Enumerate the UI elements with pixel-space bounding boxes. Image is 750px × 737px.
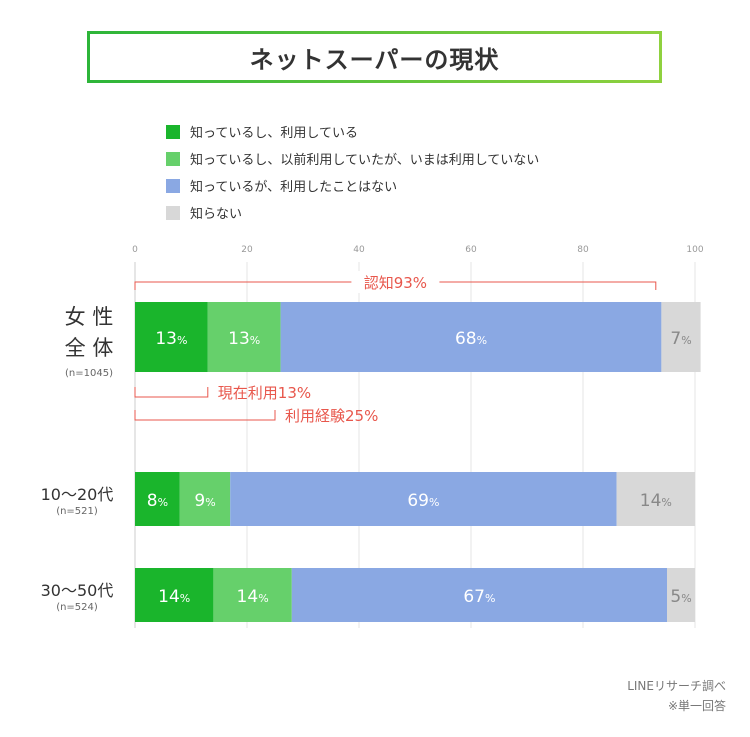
legend-swatch: [166, 205, 180, 220]
legend-item: 知っているし、利用している: [166, 118, 539, 145]
category-label: 女 性: [65, 305, 114, 329]
bar-value-label: 5%: [670, 587, 691, 607]
legend-swatch: [166, 178, 180, 193]
category-n-label: (n=1045): [65, 368, 113, 379]
category-label: 30〜50代: [41, 581, 114, 600]
bar-segment: [207, 302, 281, 372]
legend-swatch: [166, 151, 180, 166]
percent-suffix: %: [681, 592, 691, 605]
bracket-label: 利用経験25%: [285, 407, 378, 425]
bar-segment: [291, 568, 667, 622]
percent-suffix: %: [250, 334, 260, 347]
percent-suffix: %: [681, 334, 691, 347]
bracket-usage: [134, 387, 209, 398]
legend-label: 知っているし、以前利用していたが、いまは利用していない: [190, 153, 540, 168]
bar-segment: [135, 568, 214, 622]
percent-suffix: %: [485, 592, 495, 605]
bar-value-label: 68%: [455, 329, 487, 349]
x-tick-label: 60: [465, 245, 477, 255]
percent-suffix: %: [258, 592, 268, 605]
bar-value-label: 14%: [640, 491, 672, 511]
bar-value-label: 8%: [147, 491, 168, 511]
bar-segment: [280, 302, 662, 372]
bar-segment: [230, 472, 617, 526]
title-box: ネットスーパーの現状: [87, 31, 662, 83]
bar-value-label: 67%: [463, 587, 495, 607]
source-note: LINEリサーチ調べ: [627, 679, 726, 693]
x-tick-label: 80: [577, 245, 589, 255]
percent-suffix: %: [158, 496, 168, 509]
percent-suffix: %: [477, 334, 487, 347]
legend-label: 知らない: [190, 207, 243, 222]
legend-item: 知らない: [166, 199, 539, 226]
x-tick-label: 100: [686, 245, 703, 255]
answer-note: ※単一回答: [667, 699, 726, 713]
x-tick-label: 0: [132, 245, 138, 255]
x-tick-label: 20: [241, 245, 253, 255]
bar-segment: [179, 472, 231, 526]
bar-value-label: 13%: [155, 329, 187, 349]
bar-value-label: 14%: [158, 587, 190, 607]
bar-value-label: 14%: [237, 587, 269, 607]
category-label: 全 体: [65, 336, 114, 360]
category-n-label: (n=524): [56, 602, 98, 613]
bar-segment: [667, 568, 695, 622]
bar-segment: [616, 472, 695, 526]
bar-segment: [135, 472, 180, 526]
bracket-usage: [134, 410, 276, 421]
bracket-label-bg: [351, 271, 440, 293]
percent-suffix: %: [661, 496, 671, 509]
percent-suffix: %: [180, 592, 190, 605]
percent-suffix: %: [177, 334, 187, 347]
legend-label: 知っているが、利用したことはない: [190, 180, 398, 195]
x-tick-label: 40: [353, 245, 365, 255]
bracket-label: 認知93%: [364, 274, 427, 292]
legend: 知っているし、利用している 知っているし、以前利用していたが、いまは利用していな…: [166, 118, 539, 226]
page-title: ネットスーパーの現状: [249, 45, 500, 74]
bar-value-label: 9%: [194, 491, 215, 511]
percent-suffix: %: [429, 496, 439, 509]
bar-segment: [661, 302, 701, 372]
bar-segment: [135, 302, 208, 372]
legend-item: 知っているし、以前利用していたが、いまは利用していない: [166, 145, 539, 172]
bar-segment: [213, 568, 292, 622]
percent-suffix: %: [205, 496, 215, 509]
bracket-label: 現在利用13%: [218, 384, 311, 402]
bar-value-label: 7%: [670, 329, 691, 349]
legend-item: 知っているが、利用したことはない: [166, 172, 539, 199]
legend-label: 知っているし、利用している: [190, 126, 358, 141]
bracket-recognition: [134, 281, 657, 290]
category-label: 10〜20代: [41, 485, 114, 504]
legend-swatch: [166, 124, 180, 139]
bar-value-label: 69%: [407, 491, 439, 511]
bar-value-label: 13%: [228, 329, 260, 349]
category-n-label: (n=521): [56, 506, 98, 517]
footer: LINEリサーチ調べ ※単一回答: [627, 676, 726, 716]
